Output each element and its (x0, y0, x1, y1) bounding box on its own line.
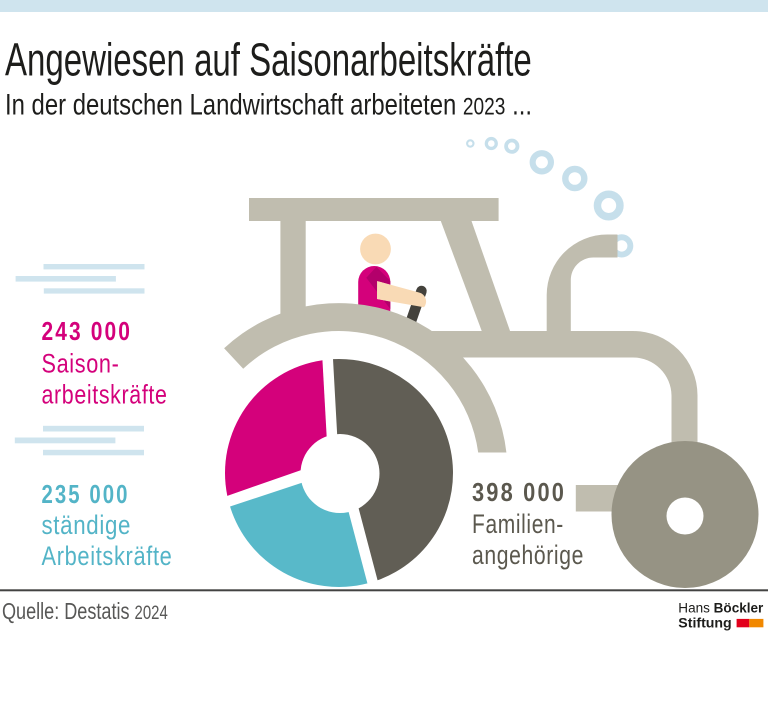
svg-text:243 000: 243 000 (42, 318, 132, 347)
svg-text:Familien-: Familien- (472, 510, 564, 540)
svg-text:arbeitskräfte: arbeitskräfte (42, 380, 168, 410)
svg-text:398 000: 398 000 (472, 478, 566, 507)
svg-text:235 000: 235 000 (42, 480, 130, 509)
svg-text:ständige: ständige (42, 511, 132, 540)
svg-text:Stiftung: Stiftung (678, 614, 731, 630)
svg-text:angehörige: angehörige (472, 541, 584, 571)
svg-text:Hans Böckler: Hans Böckler (678, 600, 764, 615)
svg-text:Saison-: Saison- (42, 349, 120, 379)
svg-text:Arbeitskräfte: Arbeitskräfte (42, 542, 173, 572)
svg-text:Quelle: Destatis 2024: Quelle: Destatis 2024 (2, 599, 168, 625)
svg-text:Angewiesen auf Saisonarbeitskr: Angewiesen auf Saisonarbeitskräfte (5, 35, 532, 86)
svg-text:In der deutschen Landwirtschaf: In der deutschen Landwirtschaft arbeitet… (5, 87, 532, 121)
